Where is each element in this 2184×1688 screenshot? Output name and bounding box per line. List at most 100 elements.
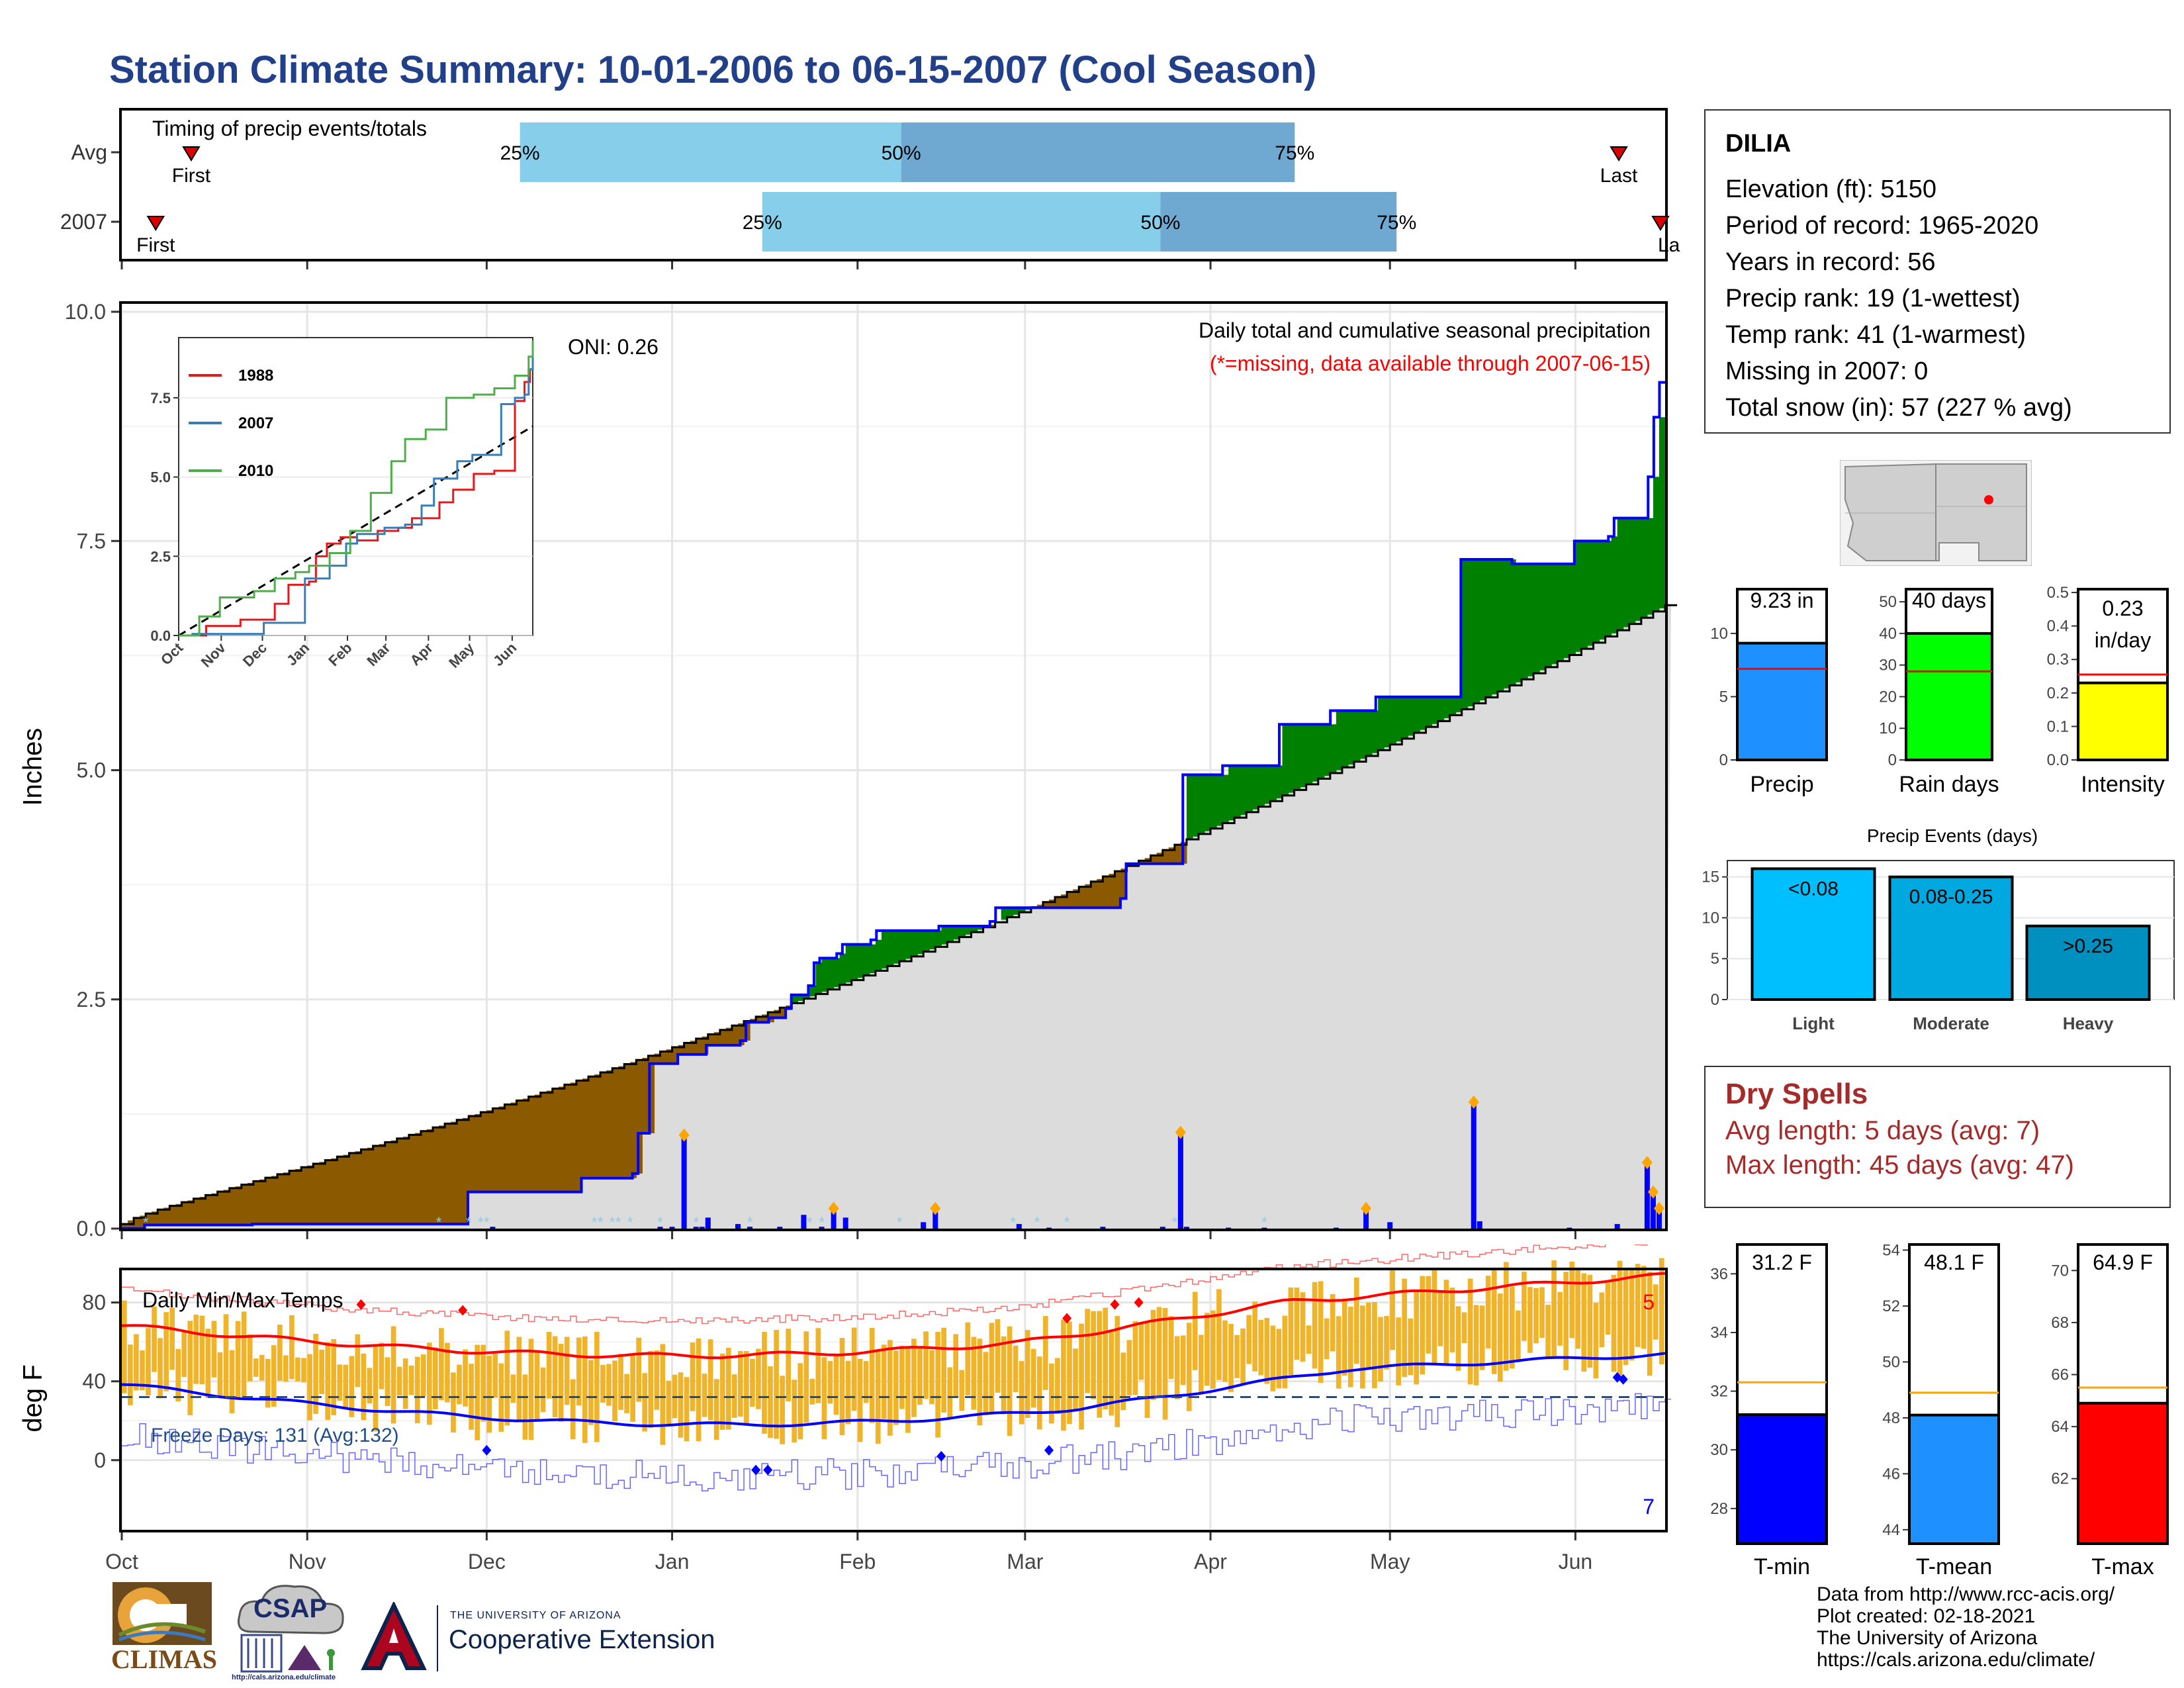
temp-daily-bar: [1091, 1311, 1096, 1399]
credit-university: The University of Arizona: [1817, 1627, 2038, 1649]
temp-daily-bar: [1282, 1315, 1288, 1389]
temp-daily-bar: [235, 1321, 241, 1400]
inset-ytick-label: 2.5: [150, 548, 171, 565]
temp-daily-bar: [1653, 1284, 1659, 1340]
precip-deficit-slice: [582, 1078, 589, 1178]
temp-daily-bar: [1360, 1305, 1365, 1389]
precip-surplus-slice: [869, 944, 876, 974]
temp-daily-bar: [534, 1350, 540, 1422]
tbar-value: [1736, 1413, 1828, 1546]
precip-daily-bar: [831, 1208, 837, 1229]
precip-deficit-slice: [396, 1138, 404, 1225]
precip-surplus-slice: [881, 930, 888, 968]
mini-bar-value-label: 9.23 in: [1750, 588, 1813, 612]
inset-xtick-label: Mar: [363, 639, 394, 670]
temp-daily-bar: [1384, 1316, 1389, 1370]
precip-2007-cumulative-line: [122, 381, 1665, 1230]
precip-deficit-slice: [343, 1154, 350, 1225]
timing-box-50-75: [901, 122, 1295, 182]
precip-surplus-slice: [1533, 563, 1540, 674]
temp-daily-bar: [1067, 1321, 1072, 1425]
precip-surplus-slice: [1491, 559, 1498, 694]
mini-ytick-label: 40: [1879, 625, 1897, 643]
precip-deficit-slice: [205, 1195, 212, 1225]
precip-deficit-slice: [989, 924, 996, 926]
inset-series-1988: [179, 350, 534, 637]
temp-daily-bar: [929, 1350, 934, 1405]
timing-p25-label: 25%: [743, 212, 782, 234]
events-bar: [1888, 875, 2014, 1001]
precip-deficit-slice: [451, 1121, 457, 1225]
temp-record-high-marker: [458, 1305, 468, 1316]
precip-daily-bar: [842, 1217, 848, 1229]
precip-ytick-label: 7.5: [77, 529, 106, 553]
temp-record-low-marker: [751, 1464, 761, 1476]
precip-deficit-slice: [307, 1165, 314, 1225]
temp-daily-bar: [1569, 1261, 1575, 1338]
timing-row-label: Avg: [71, 140, 107, 164]
precip-daily-bar: [801, 1215, 807, 1229]
temp-daily-bar: [1426, 1276, 1432, 1354]
temp-daily-bar: [402, 1358, 408, 1409]
dry-spells-max: Max length: 45 days (avg: 47): [1725, 1150, 2074, 1180]
precip-surplus-slice: [1629, 518, 1636, 624]
temp-daily-bar: [1396, 1317, 1401, 1385]
temp-daily-bar: [1222, 1320, 1228, 1382]
temp-daily-bar: [1497, 1293, 1503, 1382]
precip-deficit-slice: [390, 1140, 398, 1225]
precip-deficit-slice: [719, 1029, 727, 1045]
temp-daily-bar: [1509, 1286, 1515, 1369]
precip-deficit-slice: [654, 1053, 661, 1064]
precip-event-marker: [1641, 1156, 1653, 1170]
precip-deficit-slice: [1156, 853, 1163, 864]
temp-daily-bar: [1150, 1309, 1156, 1400]
temp-daily-bar: [971, 1336, 977, 1410]
temp-daily-bar: [1138, 1323, 1144, 1380]
temp-daily-bar: [1030, 1348, 1036, 1408]
precip-daily-bar: [693, 1227, 699, 1229]
timing-chart: Timing of precip events/totals Avg 25% 50% 7…: [60, 117, 1680, 269]
temp-daily-bar: [1659, 1258, 1664, 1365]
precip-deficit-slice: [1042, 902, 1050, 908]
temp-daily-bar: [648, 1350, 654, 1429]
precip-surplus-slice: [827, 958, 835, 990]
precip-surplus-slice: [1007, 908, 1014, 917]
precip-deficit-slice: [241, 1184, 248, 1225]
precip-missing-note: (*=missing, data available through 2007-…: [1210, 352, 1651, 375]
precip-deficit-slice: [492, 1108, 500, 1192]
precip-deficit-slice: [277, 1174, 284, 1225]
precip-surplus-slice: [1192, 774, 1199, 837]
precip-surplus-slice: [1402, 696, 1408, 739]
temp-daily-bar: [624, 1374, 629, 1413]
temp-daily-bar: [1276, 1329, 1282, 1389]
temp-daily-bar: [1168, 1316, 1174, 1380]
snow-day-marker: *: [436, 1214, 442, 1231]
snow-day-marker: *: [610, 1214, 615, 1231]
temp-daily-bar: [666, 1381, 672, 1425]
timing-p25-label: 25%: [500, 142, 540, 164]
snow-day-marker: *: [747, 1214, 753, 1231]
dry-spells-avg: Avg length: 5 days (avg: 7): [1725, 1116, 2040, 1145]
mini-ytick-label: 0.4: [2047, 618, 2069, 635]
precip-surplus-slice: [899, 930, 906, 962]
snow-day-marker: *: [693, 1214, 699, 1231]
precip-surplus-slice: [792, 994, 798, 1004]
inset-legend-label: 1988: [238, 367, 273, 385]
precip-deficit-slice: [163, 1207, 170, 1225]
precip-deficit-slice: [600, 1072, 607, 1178]
precip-daily-bar: [1160, 1227, 1165, 1229]
precip-deficit-slice: [1120, 868, 1128, 899]
precip-deficit-slice: [1115, 871, 1122, 908]
mini-ytick-label: 0.0: [2047, 751, 2069, 769]
temp-daily-bar: [606, 1364, 612, 1406]
temp-daily-bar: [408, 1365, 414, 1395]
temp-daily-bar: [1013, 1345, 1019, 1393]
precip-surplus-slice: [1366, 710, 1373, 756]
precip-surplus-slice: [1569, 563, 1576, 655]
mini-ytick-label: 10: [1710, 625, 1728, 643]
snow-day-marker: *: [478, 1214, 484, 1231]
temp-ytick-label: 0: [94, 1448, 106, 1472]
events-ytick-label: 15: [1702, 868, 1719, 886]
mini-ytick-label: 0.5: [2047, 584, 2069, 602]
tbar-ytick-label: 30: [1710, 1441, 1728, 1459]
